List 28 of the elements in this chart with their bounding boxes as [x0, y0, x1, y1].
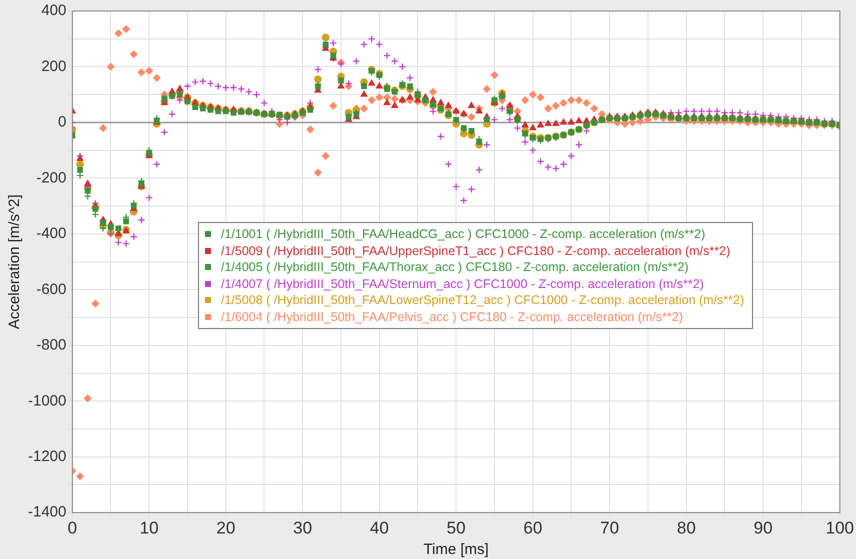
x-axis-title: Time [ms]: [423, 541, 489, 558]
x-tick-label: 70: [600, 518, 620, 538]
y-tick-label: -800: [36, 336, 66, 354]
x-tick-label: 100: [826, 518, 854, 538]
x-tick-label: 50: [446, 518, 466, 538]
y-tick-label: 400: [41, 2, 66, 20]
legend-label: /1/5008 ( /HybridIII_50th_FAA/LowerSpineT12_acc ) CFC1000 - Z-comp. acceleration (m/s**2): [221, 292, 744, 308]
x-tick-label: 10: [140, 518, 159, 538]
legend-label: /1/4007 ( /HybridIII_50th_FAA/Sternum_acc ) CFC1000 - Z-comp. acceleration (m/s**2): [221, 276, 704, 292]
x-tick-label: 40: [370, 518, 389, 538]
x-tick-label: 90: [754, 518, 773, 538]
y-axis-title: Acceleration [m/s^2]: [6, 194, 24, 330]
y-tick-label: -400: [36, 225, 66, 242]
x-tick-label: 30: [293, 518, 312, 538]
legend-label: /1/4005 ( /HybridIII_50th_FAA/Thorax_acc ) CFC180 - Z-comp. acceleration (m/s**2): [221, 259, 689, 276]
legend-label: /1/1001 ( /HybridIII_50th_FAA/HeadCG_acc ) CFC1000 - Z-comp. acceleration (m/s**2): [221, 226, 706, 242]
x-tick-label: 80: [676, 518, 696, 538]
y-tick-label: -1400: [28, 504, 66, 521]
y-tick-label: 200: [41, 58, 66, 75]
y-tick-label: -1000: [28, 392, 66, 410]
x-tick-label: 20: [216, 518, 236, 538]
y-tick-label: -600: [36, 280, 66, 298]
y-tick-label: 0: [58, 114, 66, 131]
legend-label: /1/5009 ( /HybridIII_50th_FAA/UpperSpineT1_acc ) CFC180 - Z-comp. acceleration (m/s**2): [221, 242, 730, 259]
y-tick-label: -1200: [28, 448, 66, 466]
x-tick-label: 60: [523, 518, 542, 538]
y-tick-label: -200: [36, 169, 66, 186]
legend-label: /1/6004 ( /HybridIII_50th_FAA/Pelvis_acc ) CFC180 - Z-comp. acceleration (m/s**2): [221, 308, 683, 325]
